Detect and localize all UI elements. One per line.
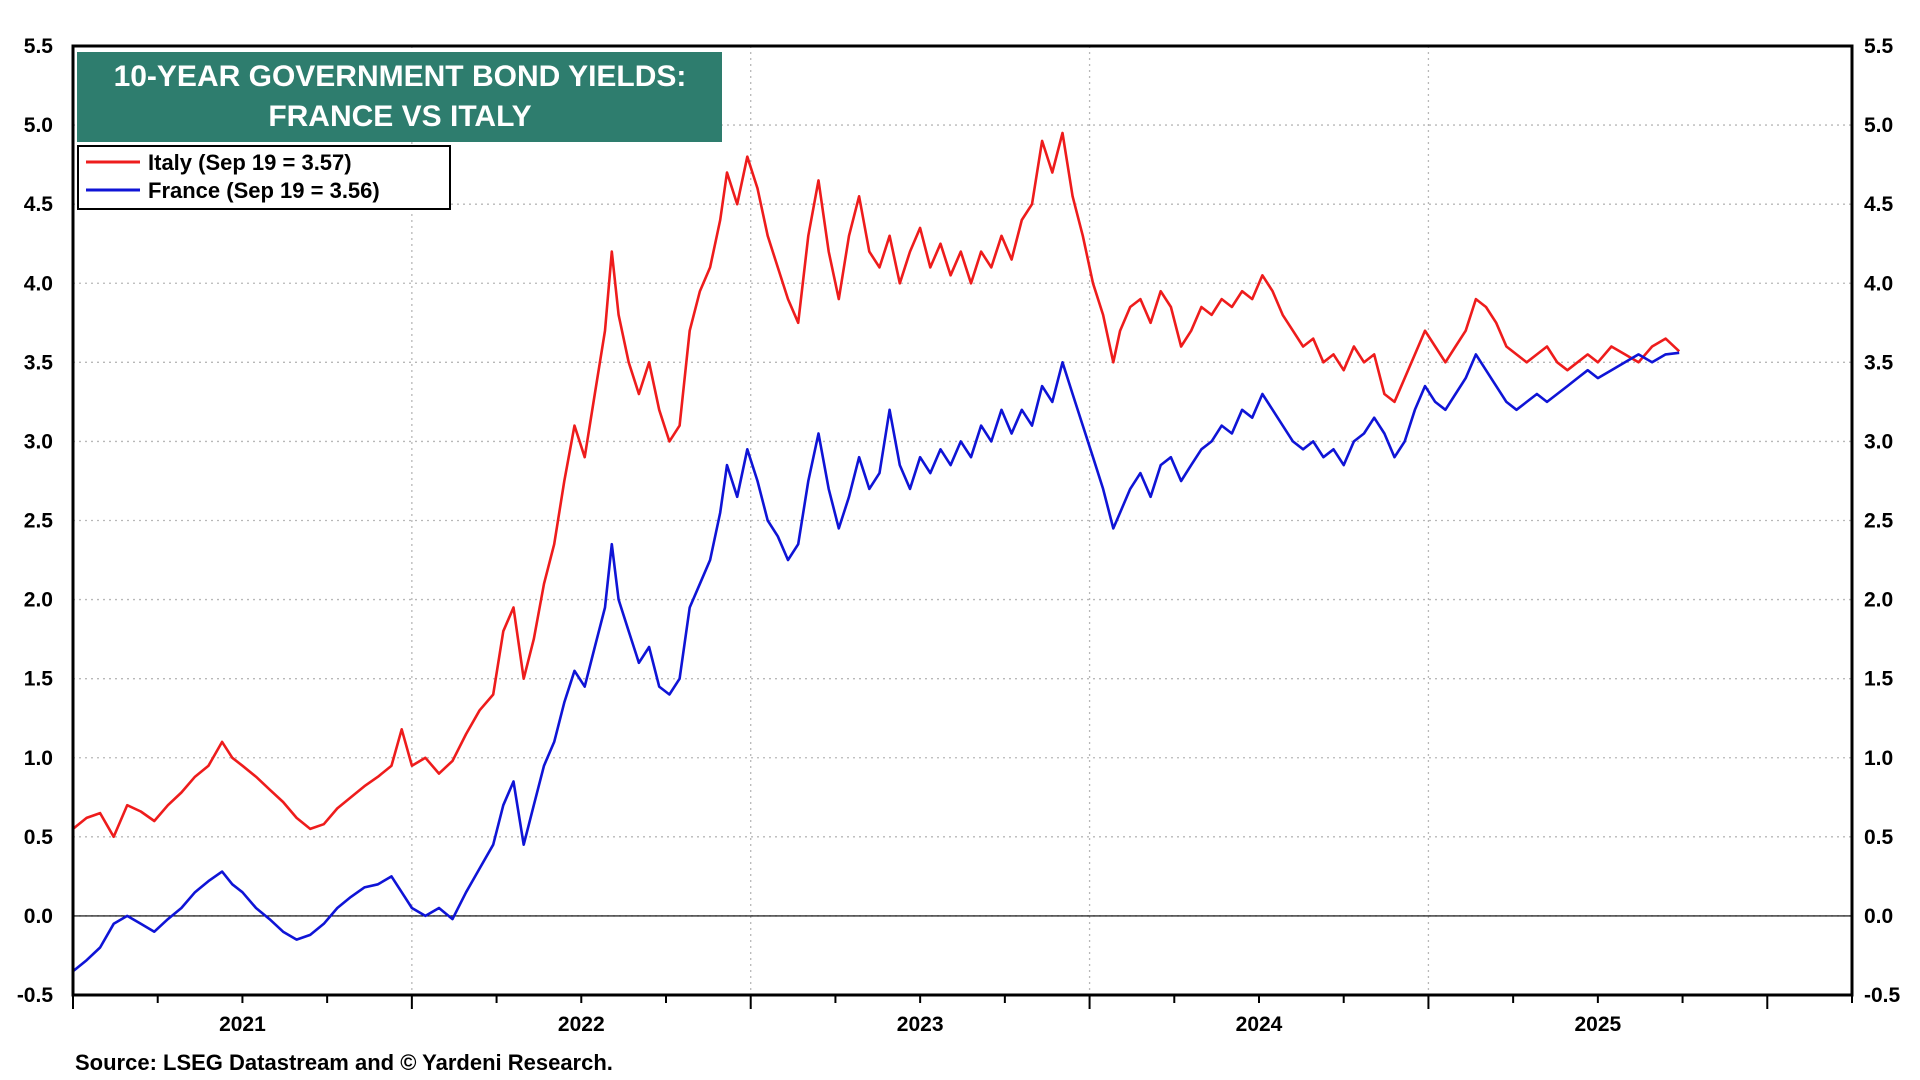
y-tick-label-left: 2.5 [24, 510, 54, 533]
y-tick-label-left: 2.0 [24, 589, 53, 612]
y-tick-label-right: 0.5 [1864, 826, 1894, 849]
y-tick-label-left: 5.0 [24, 114, 53, 137]
legend-label-italy: Italy (Sep 19 = 3.57) [148, 150, 352, 175]
series-layer [72, 131, 1681, 973]
y-tick-label-left: 0.0 [24, 905, 53, 928]
y-tick-label-right: -0.5 [1864, 984, 1901, 1007]
y-tick-label-right: 3.5 [1864, 351, 1894, 374]
series-line-italy [72, 131, 1681, 839]
y-axis-left: -0.5 0.0 0.5 1.0 1.5 2.0 2.5 3.0 3.5 4.0 4.5 5.0 5.5 [17, 35, 54, 1007]
y-tick-label-left: 1.0 [24, 747, 53, 770]
x-tick-marks [72, 995, 1853, 1009]
y-tick-label-right: 4.0 [1864, 272, 1893, 295]
y-tick-label-left: 0.5 [24, 826, 54, 849]
y-tick-label-right: 5.5 [1864, 35, 1894, 58]
x-tick-label: 2021 [219, 1013, 266, 1036]
grid-layer [73, 46, 1852, 995]
y-tick-label-left: 3.5 [24, 351, 54, 374]
y-tick-label-right: 4.5 [1864, 193, 1894, 216]
y-tick-label-left: 5.5 [24, 35, 54, 58]
y-tick-label-right: 3.0 [1864, 430, 1893, 453]
legend-box [77, 145, 451, 210]
y-tick-label-left: 4.5 [24, 193, 54, 216]
y-tick-label-right: 1.5 [1864, 668, 1894, 691]
series-line-france [72, 351, 1680, 973]
chart-title: 10-YEAR GOVERNMENT BOND YIELDS: [114, 60, 687, 93]
y-tick-label-left: 4.0 [24, 272, 53, 295]
y-tick-label-left: 3.0 [24, 430, 53, 453]
y-tick-label-left: 1.5 [24, 668, 54, 691]
x-tick-label: 2024 [1236, 1013, 1283, 1036]
y-axis-right: -0.5 0.0 0.5 1.0 1.5 2.0 2.5 3.0 3.5 4.0 4.5 5.0 5.5 [1864, 35, 1901, 1007]
y-tick-label-right: 5.0 [1864, 114, 1893, 137]
x-tick-label: 2022 [558, 1013, 605, 1036]
y-tick-label-right: 1.0 [1864, 747, 1893, 770]
y-tick-label-right: 0.0 [1864, 905, 1893, 928]
legend-label-france: France (Sep 19 = 3.56) [148, 178, 380, 203]
x-axis-labels: 2021 2022 2023 2024 2025 [219, 1013, 1621, 1036]
y-tick-label-left: -0.5 [17, 984, 54, 1007]
y-tick-label-right: 2.0 [1864, 589, 1893, 612]
chart-subtitle: FRANCE VS ITALY [268, 100, 531, 133]
plot-frame [71, 44, 1854, 997]
y-tick-label-right: 2.5 [1864, 510, 1894, 533]
x-tick-label: 2023 [897, 1013, 944, 1036]
source-note: Source: LSEG Datastream and © Yardeni Re… [75, 1050, 613, 1075]
x-tick-label: 2025 [1574, 1013, 1621, 1036]
title-box [77, 52, 722, 142]
